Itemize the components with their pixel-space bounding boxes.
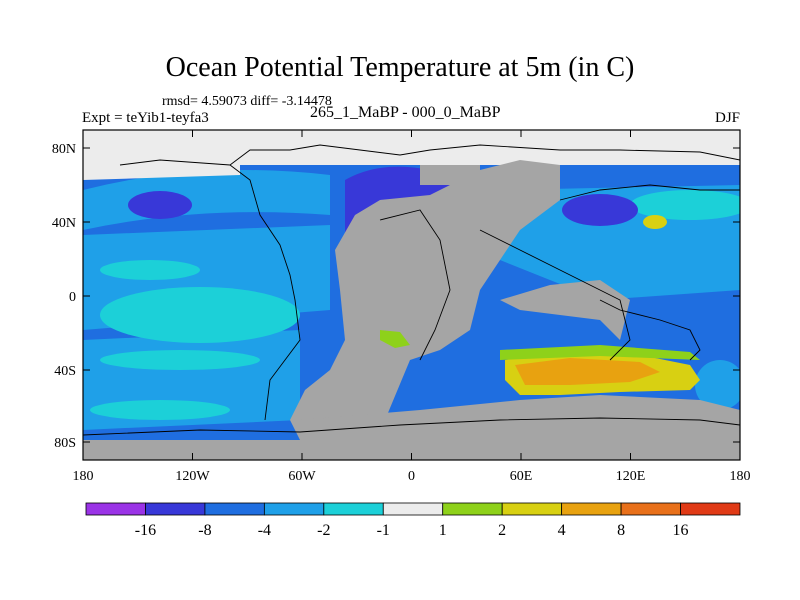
colorbar-swatch bbox=[620, 502, 681, 516]
colorbar-swatch bbox=[204, 502, 265, 516]
cyan-patch bbox=[90, 400, 230, 420]
colorbar-swatch bbox=[85, 502, 146, 516]
darkblue-patch bbox=[128, 191, 192, 219]
land-mass bbox=[290, 160, 560, 440]
colorbar-label: -16 bbox=[135, 522, 156, 539]
darkblue-patch bbox=[562, 194, 638, 226]
land-mass bbox=[500, 280, 630, 340]
colorbar-swatch bbox=[442, 502, 503, 516]
colorbar-label: -8 bbox=[198, 522, 211, 539]
colorbar-swatch bbox=[680, 502, 741, 516]
antarctica bbox=[300, 395, 740, 440]
lon-tick-label: 120E bbox=[616, 469, 646, 484]
warm-anomaly-core bbox=[515, 358, 660, 385]
colorbar-swatch bbox=[323, 502, 384, 516]
cyan-patch bbox=[100, 287, 300, 343]
colorbar-label: -1 bbox=[377, 522, 390, 539]
colorbar-swatch bbox=[501, 502, 563, 516]
colorbar-label: 2 bbox=[498, 522, 506, 539]
longitude-axis: 180 120W 60W 0 60E 120E 180 bbox=[73, 130, 751, 484]
lat-tick-label: 40S bbox=[54, 364, 76, 379]
lon-tick-label: 60W bbox=[288, 469, 316, 484]
yellow-anomaly-patch bbox=[643, 215, 667, 229]
stats-text: rmsd= 4.59073 diff= -3.14478 bbox=[162, 94, 332, 109]
season-label: DJF bbox=[714, 110, 740, 126]
latitude-axis: 80N 40N 0 40S 80S bbox=[52, 142, 740, 451]
colorbar-swatch bbox=[263, 502, 325, 516]
coastlines bbox=[83, 144, 740, 436]
lat-tick-label: 40N bbox=[52, 216, 76, 231]
arctic-region bbox=[83, 165, 240, 180]
colorbar-label: 1 bbox=[439, 522, 447, 539]
colorbar-swatch bbox=[145, 502, 206, 516]
cyan-patch bbox=[100, 350, 260, 370]
colorbar-swatch bbox=[561, 502, 622, 516]
antarctica bbox=[83, 440, 740, 460]
green-anomaly-patch bbox=[380, 330, 410, 348]
lat-tick-label: 80N bbox=[52, 142, 76, 157]
map-title: Ocean Potential Temperature at 5m (in C) bbox=[165, 52, 635, 83]
map-field bbox=[83, 130, 740, 460]
lightblue-patch bbox=[695, 360, 740, 410]
colorbar-label: 4 bbox=[558, 522, 566, 539]
colorbar-label: -4 bbox=[258, 522, 271, 539]
lon-tick-label: 0 bbox=[408, 469, 415, 484]
colorbar-label: 8 bbox=[617, 522, 625, 539]
colorbar-swatch bbox=[382, 502, 444, 516]
lon-tick-label: 120W bbox=[175, 469, 210, 484]
lon-tick-label: 60E bbox=[510, 469, 533, 484]
case-label: 265_1_MaBP - 000_0_MaBP bbox=[310, 104, 501, 121]
lon-tick-label: 180 bbox=[730, 469, 751, 484]
lat-tick-label: 0 bbox=[69, 290, 76, 305]
experiment-label: Expt = teYib1-teyfa3 bbox=[82, 110, 209, 126]
colorbar-label: 16 bbox=[673, 522, 689, 539]
cyan-patch bbox=[630, 190, 740, 220]
colorbar: -16 -8 -4 -2 -1 1 2 4 8 16 bbox=[85, 502, 741, 539]
lat-tick-label: 80S bbox=[54, 436, 76, 451]
cyan-patch bbox=[100, 260, 200, 280]
land-mass bbox=[420, 165, 480, 185]
colorbar-label: -2 bbox=[317, 522, 330, 539]
lon-tick-label: 180 bbox=[73, 469, 94, 484]
green-anomaly-band bbox=[500, 345, 700, 360]
